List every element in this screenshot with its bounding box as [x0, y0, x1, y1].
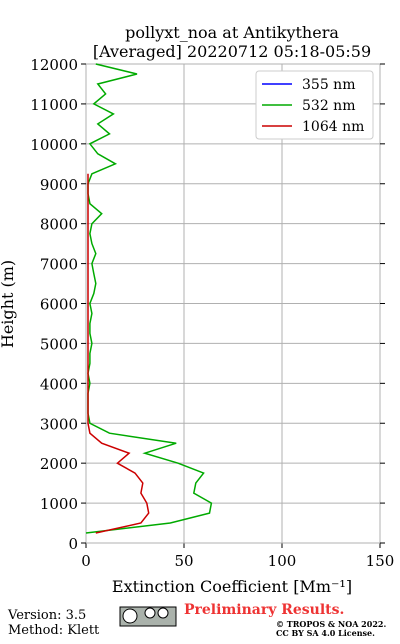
x-tick-label: 0 — [81, 552, 91, 570]
y-tick-label: 10000 — [30, 136, 78, 154]
profile-line — [87, 173, 150, 534]
y-tick-label: 5000 — [40, 335, 78, 353]
legend-box — [255, 70, 374, 140]
y-tick-label: 2000 — [40, 455, 78, 473]
x-axis-label: Extinction Coefficient [Mm⁻¹] — [112, 577, 352, 596]
x-tick-label: 150 — [366, 552, 395, 570]
chart-title: pollyxt_noa at Antikythera — [125, 23, 339, 42]
version: Version: 3.5 — [7, 608, 86, 623]
method: Method: Klett — [8, 623, 100, 638]
profile-line — [85, 63, 213, 534]
y-tick-label: 6000 — [40, 296, 78, 314]
license-line: © TROPOS & NOA 2022. — [276, 619, 386, 629]
y-tick-label: 3000 — [40, 415, 78, 433]
x-tick-label: 100 — [268, 552, 297, 570]
cc-badge — [119, 606, 177, 627]
y-tick-label: 0 — [68, 535, 78, 553]
legend-label: 1064 nm — [302, 119, 364, 135]
y-axis-label: Height (m) — [0, 260, 17, 348]
y-tick-label: 12000 — [30, 56, 78, 74]
y-tick-label: 4000 — [40, 375, 78, 393]
preliminary-note: Preliminary Results. — [184, 602, 344, 618]
license-line: CC BY SA 4.0 License. — [276, 628, 375, 638]
legend-label: 355 nm — [302, 77, 355, 93]
x-tick-label: 50 — [174, 552, 193, 570]
legend-label: 532 nm — [302, 98, 355, 114]
y-tick-label: 1000 — [40, 495, 78, 513]
y-tick-label: 9000 — [40, 176, 78, 194]
y-tick-label: 11000 — [30, 96, 78, 114]
chart-subtitle: [Averaged] 20220712 05:18-05:59 — [93, 42, 371, 61]
y-tick-label: 8000 — [40, 216, 78, 234]
y-tick-label: 7000 — [40, 256, 78, 274]
